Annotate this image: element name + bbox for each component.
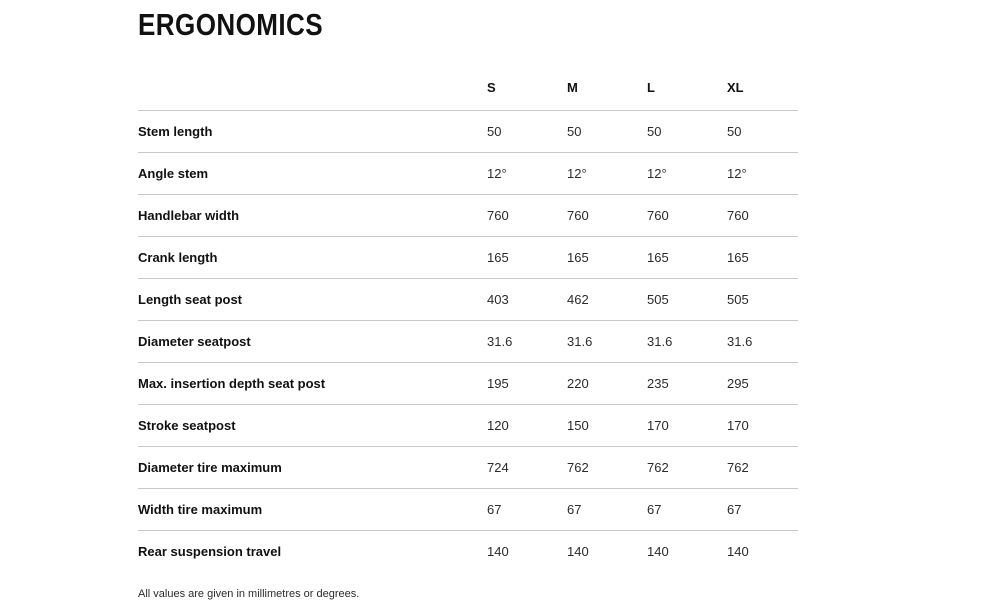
spec-cell: 462 bbox=[567, 278, 647, 321]
spec-cell: 220 bbox=[567, 362, 647, 405]
spec-cell: 295 bbox=[727, 362, 798, 405]
row-stem-length: Stem length 50 50 50 50 bbox=[138, 110, 798, 153]
spec-cell: 67 bbox=[487, 488, 567, 531]
spec-cell: 724 bbox=[487, 446, 567, 489]
spec-cell: 120 bbox=[487, 404, 567, 447]
row-label: Crank length bbox=[138, 236, 487, 279]
spec-cell: 165 bbox=[567, 236, 647, 279]
spec-cell: 140 bbox=[487, 544, 509, 559]
spec-cell: 12° bbox=[567, 152, 647, 195]
spec-cell: 50 bbox=[487, 110, 567, 153]
spec-cell: 31.6 bbox=[487, 320, 567, 363]
column-header-l: L bbox=[647, 64, 727, 111]
spec-cell: 31.6 bbox=[647, 320, 727, 363]
row-diameter-tire-maximum: Diameter tire maximum 724 762 762 762 bbox=[138, 446, 798, 489]
spec-cell: 50 bbox=[567, 110, 647, 153]
spec-cell: 195 bbox=[487, 362, 567, 405]
row-angle-stem: Angle stem 12° 12° 12° 12° bbox=[138, 152, 798, 195]
row-width-tire-maximum: Width tire maximum 67 67 67 67 bbox=[138, 488, 798, 531]
row-label: Handlebar width bbox=[138, 194, 487, 237]
row-diameter-seatpost: Diameter seatpost 31.6 31.6 31.6 31.6 bbox=[138, 320, 798, 363]
row-label: Angle stem bbox=[138, 152, 487, 195]
spec-cell: 762 bbox=[727, 446, 798, 489]
spec-cell: 67 bbox=[567, 488, 647, 531]
spec-cell: 505 bbox=[647, 278, 727, 321]
spec-cell: 165 bbox=[727, 236, 798, 279]
row-length-seat-post: Length seat post 403 462 505 505 bbox=[138, 278, 798, 321]
spec-cell: 67 bbox=[727, 488, 798, 531]
row-label: Stem length bbox=[138, 110, 487, 153]
spec-cell: 760 bbox=[727, 194, 798, 237]
spec-cell: 140 bbox=[567, 544, 589, 559]
spec-cell: 760 bbox=[647, 194, 727, 237]
spec-cell: 762 bbox=[647, 446, 727, 489]
spec-cell: 67 bbox=[647, 488, 727, 531]
spec-cell: 505 bbox=[727, 278, 798, 321]
spec-cell: 170 bbox=[647, 404, 727, 447]
spec-cell: 50 bbox=[647, 110, 727, 153]
spec-cell: 760 bbox=[487, 194, 567, 237]
row-rear-suspension-travel: Rear suspension travel 140 140 140 140 bbox=[138, 531, 798, 573]
row-label: Length seat post bbox=[138, 278, 487, 321]
spec-cell: 165 bbox=[487, 236, 567, 279]
spec-cell: 140 bbox=[727, 544, 749, 559]
row-max-insertion-depth-seat-post: Max. insertion depth seat post 195 220 2… bbox=[138, 362, 798, 405]
header-row: S M L XL bbox=[138, 64, 798, 111]
spec-cell: 50 bbox=[727, 110, 798, 153]
spec-cell: 170 bbox=[727, 404, 798, 447]
column-header-m: M bbox=[567, 64, 647, 111]
spec-section: ERGONOMICS S M L XL Stem length 50 50 bbox=[138, 0, 798, 600]
row-label: Diameter tire maximum bbox=[138, 446, 487, 489]
row-handlebar-width: Handlebar width 760 760 760 760 bbox=[138, 194, 798, 237]
row-label: Width tire maximum bbox=[138, 488, 487, 531]
spec-cell: 31.6 bbox=[727, 320, 798, 363]
spec-cell: 12° bbox=[647, 152, 727, 195]
spec-cell: 140 bbox=[647, 544, 669, 559]
row-crank-length: Crank length 165 165 165 165 bbox=[138, 236, 798, 279]
row-label: Stroke seatpost bbox=[138, 404, 487, 447]
spec-cell: 31.6 bbox=[567, 320, 647, 363]
row-stroke-seatpost: Stroke seatpost 120 150 170 170 bbox=[138, 404, 798, 447]
column-header-s: S bbox=[487, 64, 567, 111]
spec-cell: 760 bbox=[567, 194, 647, 237]
page-title: ERGONOMICS bbox=[138, 7, 324, 42]
row-label: Diameter seatpost bbox=[138, 320, 487, 363]
spec-cell: 762 bbox=[567, 446, 647, 489]
column-header-xl: XL bbox=[727, 64, 798, 111]
spec-cell: 150 bbox=[567, 404, 647, 447]
spec-cell: 165 bbox=[647, 236, 727, 279]
row-label: Rear suspension travel bbox=[138, 544, 282, 559]
footnote: All values are given in millimetres or d… bbox=[138, 588, 360, 600]
spec-cell: 235 bbox=[647, 362, 727, 405]
spec-cell: 12° bbox=[487, 152, 567, 195]
spec-cell: 403 bbox=[487, 278, 567, 321]
spec-cell: 12° bbox=[727, 152, 798, 195]
ergonomics-table: S M L XL Stem length 50 50 50 50 Angle s… bbox=[138, 64, 798, 572]
row-label: Max. insertion depth seat post bbox=[138, 362, 487, 405]
header-spacer bbox=[138, 64, 487, 111]
